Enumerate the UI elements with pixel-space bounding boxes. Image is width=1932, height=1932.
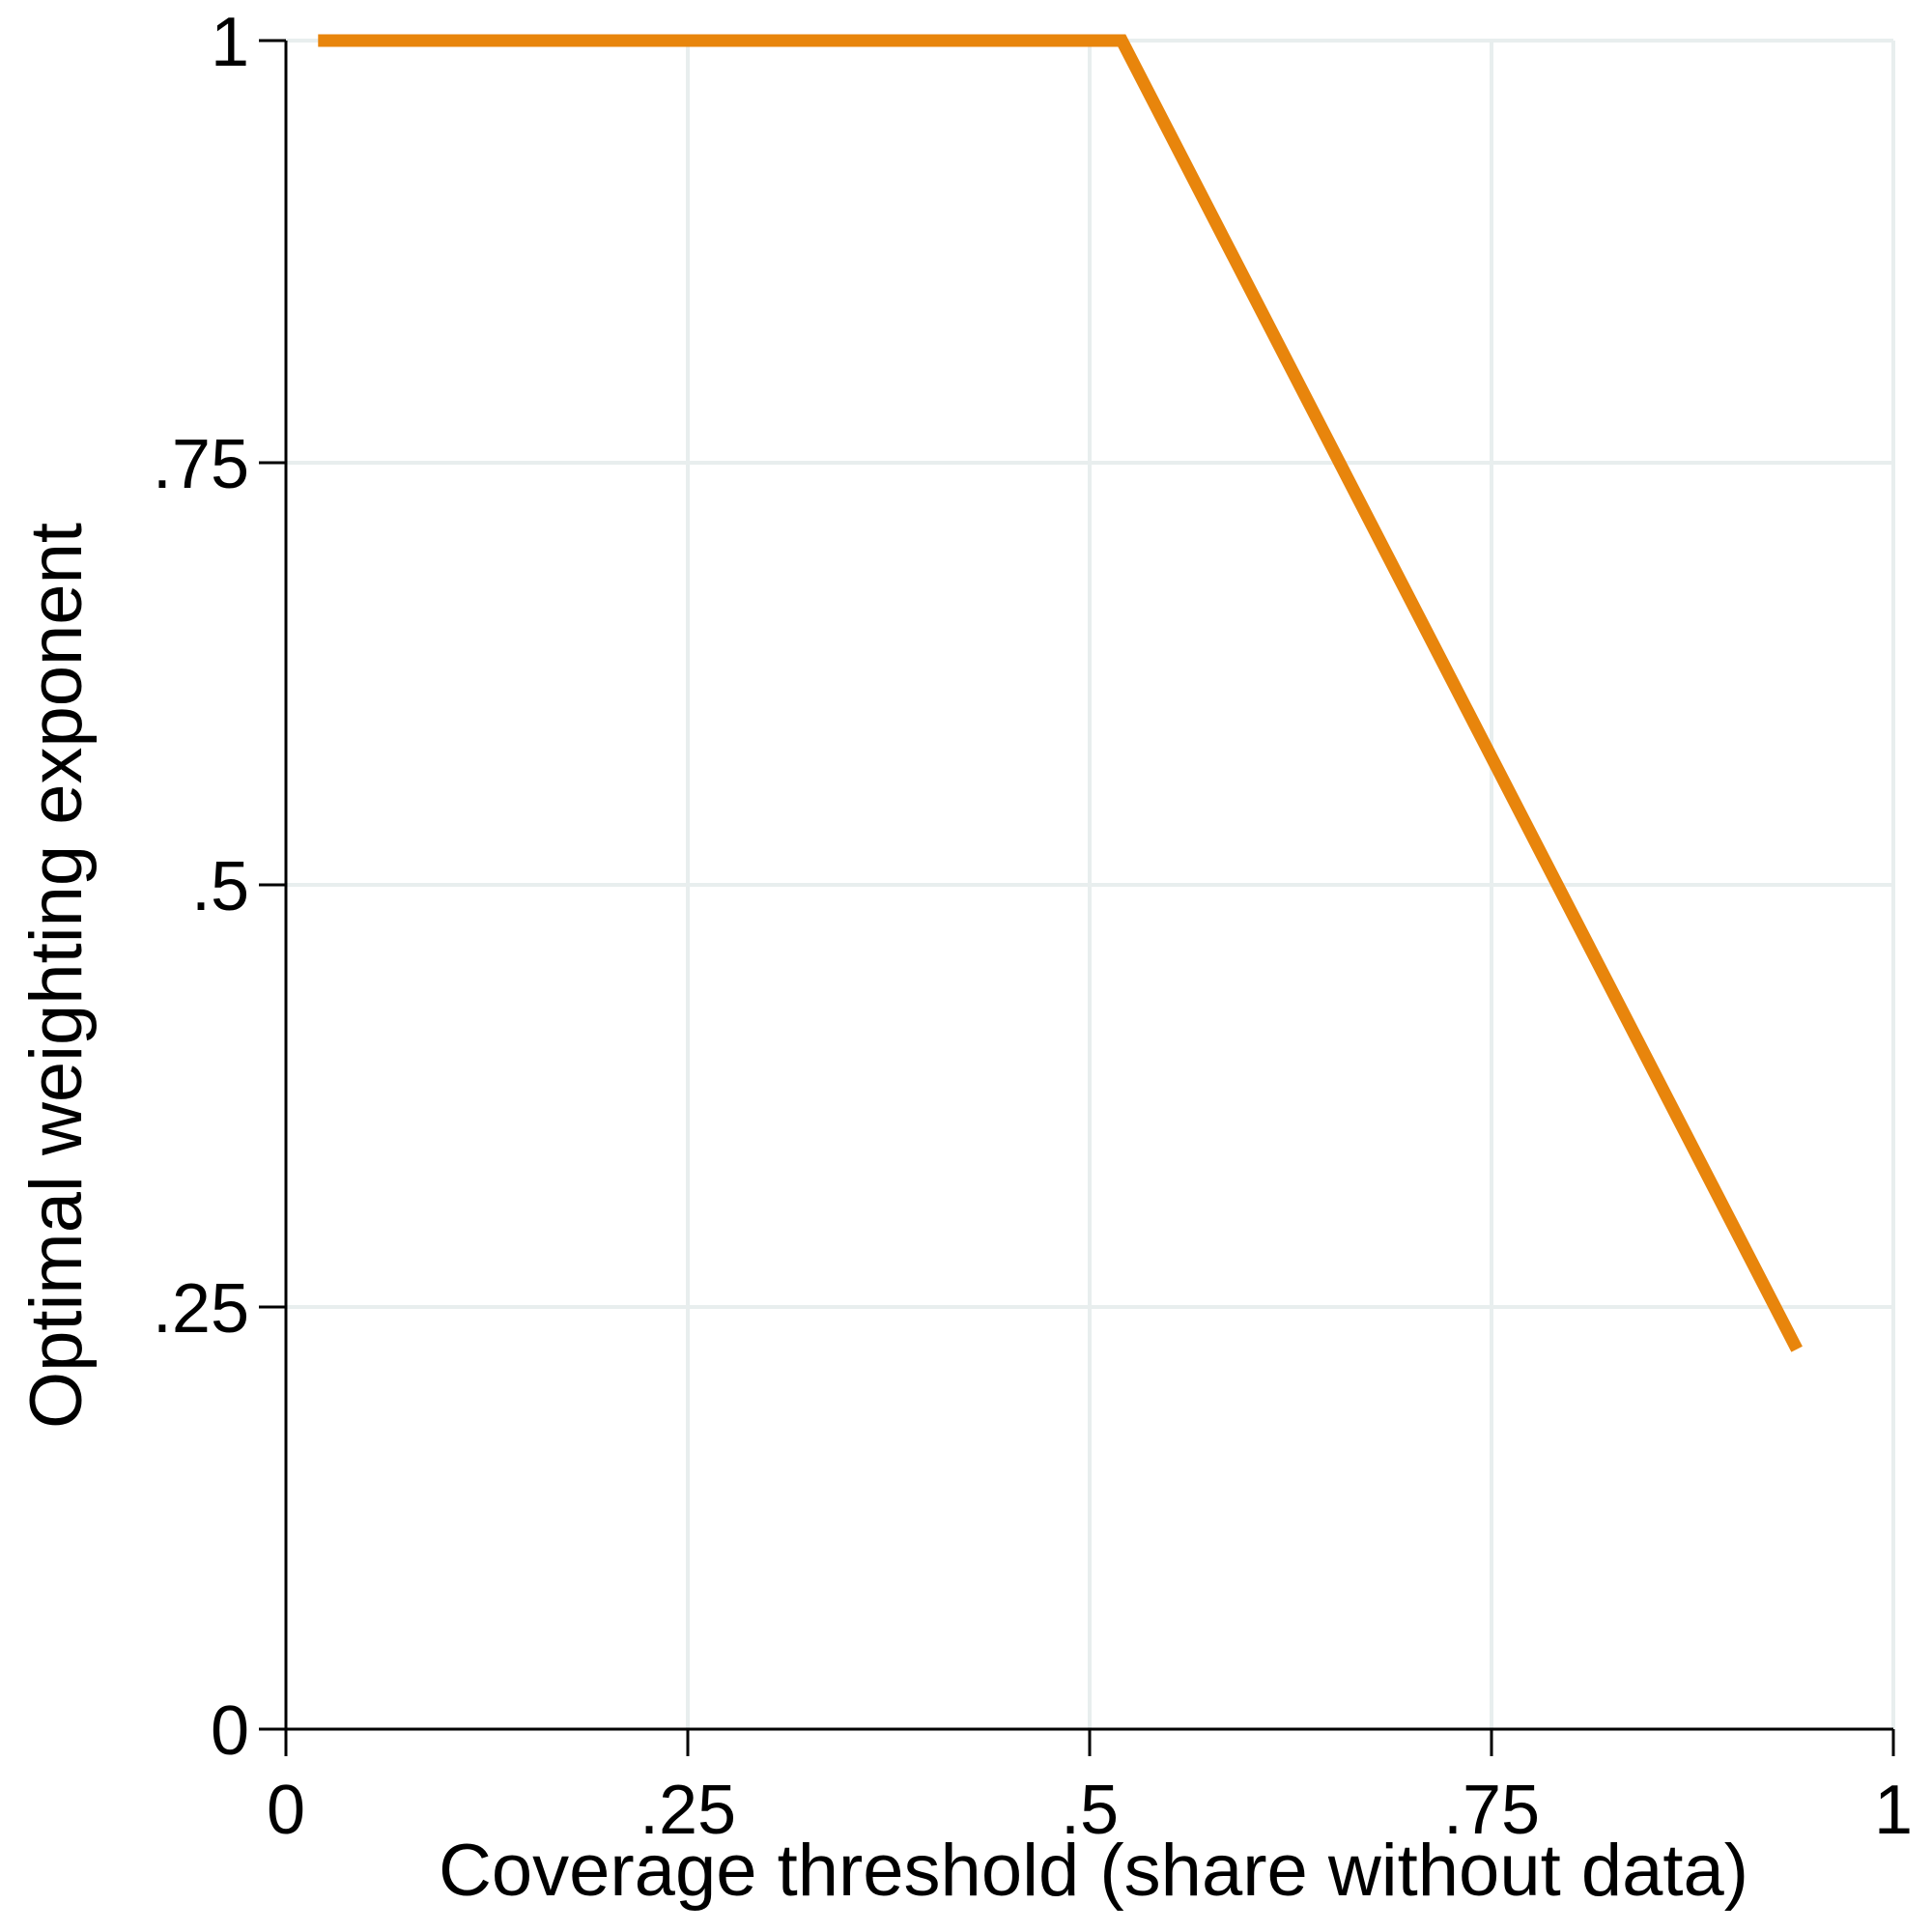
y-tick-label: .25 <box>153 1270 249 1348</box>
x-tick-label: .5 <box>1061 1772 1119 1849</box>
series-line <box>318 34 1803 1352</box>
x-tick-label: 1 <box>1874 1772 1913 1849</box>
gridlines <box>286 39 1895 1729</box>
axes <box>259 39 1895 1756</box>
y-tick-label: .75 <box>153 426 249 503</box>
series-layer <box>318 34 1803 1352</box>
y-tick-label: 1 <box>211 4 249 81</box>
y-axis-title: Optimal weighting exponent <box>15 523 98 1429</box>
x-tick-label: 0 <box>267 1772 305 1849</box>
y-tick-label: .5 <box>191 848 249 925</box>
tick-labels: 0 .25 .5 .75 1 0 .25 .5 .75 1 <box>153 4 1913 1849</box>
x-tick-label: .25 <box>639 1772 736 1849</box>
x-tick-label: .75 <box>1443 1772 1540 1849</box>
x-axis-title: Coverage threshold (share without data) <box>439 1830 1748 1912</box>
y-tick-label: 0 <box>211 1692 249 1770</box>
